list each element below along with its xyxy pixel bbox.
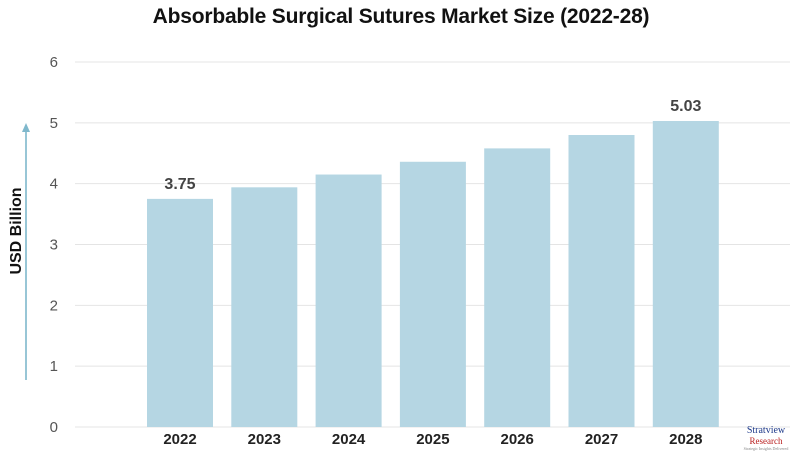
x-tick-label: 2023 (248, 431, 281, 448)
bar (399, 161, 466, 427)
bar (147, 198, 213, 427)
bars (147, 121, 719, 427)
x-tick-label: 2022 (163, 431, 196, 448)
x-tick-label: 2028 (669, 431, 702, 448)
logo-sub: Research (749, 436, 783, 446)
chart-title: Absorbable Surgical Sutures Market Size … (152, 5, 650, 28)
bar (652, 121, 719, 427)
x-axis-ticks: 2022 2023 2024 2025 2026 2027 2028 (163, 431, 702, 448)
stratview-logo: Stratview Research Strategic Insights De… (732, 425, 800, 457)
x-tick-label: 2024 (332, 431, 366, 448)
x-tick-label: 2025 (416, 431, 449, 448)
y-tick-label: 4 (50, 176, 58, 193)
y-axis-arrow (22, 123, 30, 380)
y-tick-label: 3 (50, 237, 58, 254)
logo-name: Stratview (746, 425, 786, 436)
x-tick-label: 2027 (585, 431, 618, 448)
logo-tagline: Strategic Insights Delivered (743, 446, 789, 451)
y-tick-label: 5 (50, 115, 58, 132)
data-label: 3.75 (164, 176, 195, 193)
bar (315, 174, 382, 427)
y-tick-label: 1 (50, 358, 58, 375)
bar (231, 187, 298, 427)
x-tick-label: 2026 (501, 431, 534, 448)
y-tick-label: 0 (50, 419, 58, 436)
y-tick-label: 6 (50, 54, 58, 71)
y-axis-ticks: 0 1 2 3 4 5 6 (50, 54, 58, 436)
bar (568, 135, 635, 427)
y-axis-label: USD Billion (8, 187, 25, 274)
bar (484, 148, 551, 427)
data-labels: 3.75 5.03 (164, 98, 701, 193)
y-tick-label: 2 (50, 297, 58, 314)
data-label: 5.03 (670, 98, 701, 115)
